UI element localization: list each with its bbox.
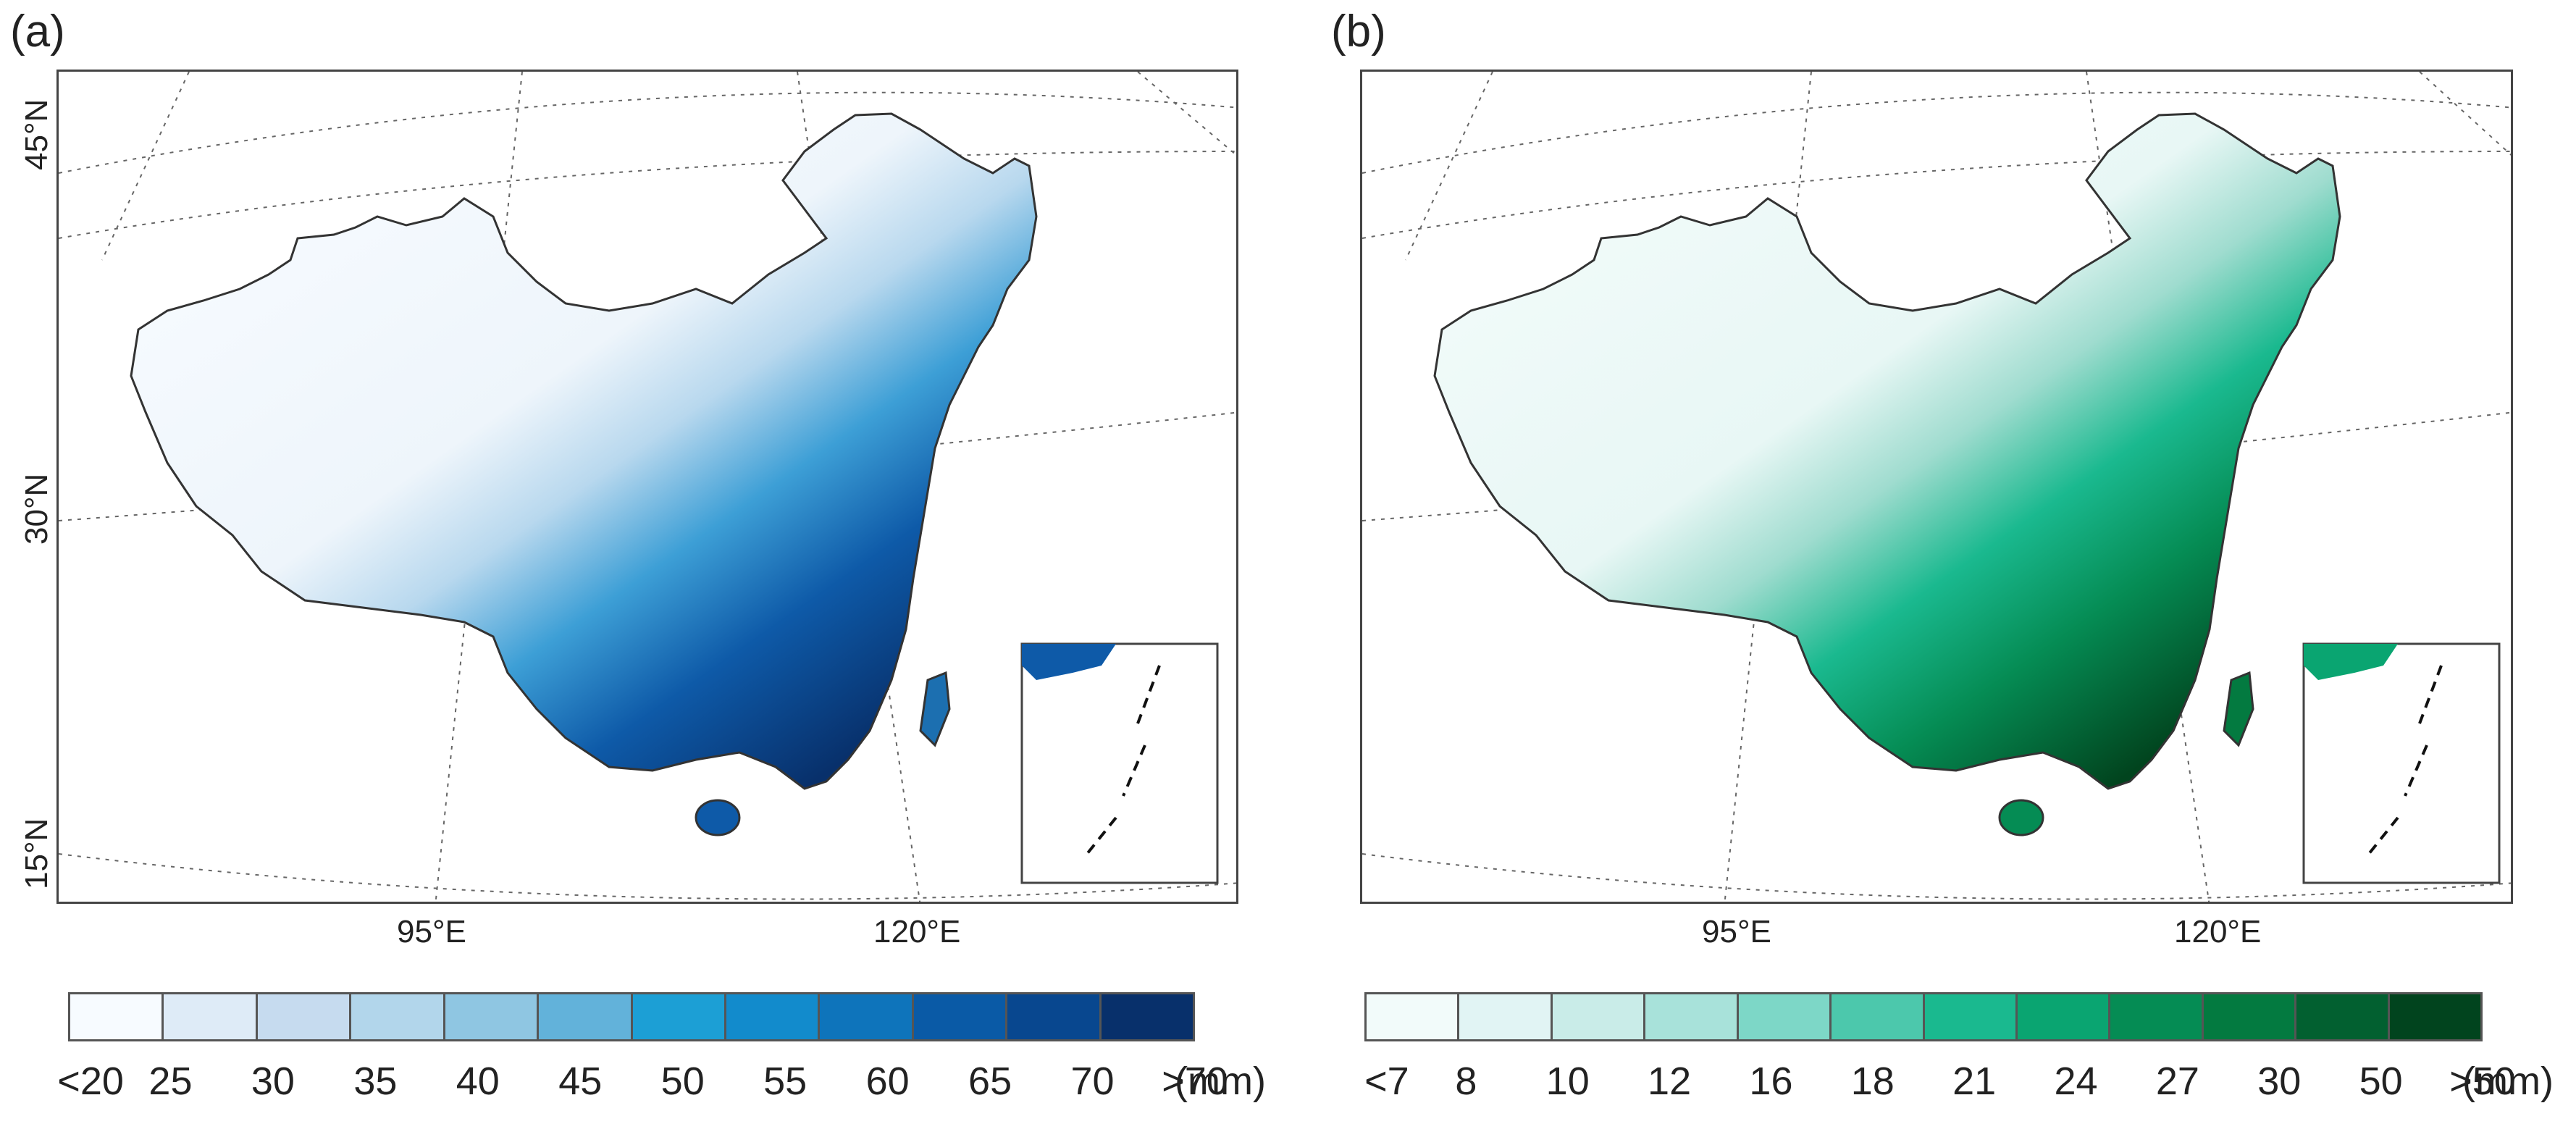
legend-label: 65 xyxy=(968,1060,1012,1103)
legend-swatch xyxy=(1552,994,1646,1039)
legend-swatch xyxy=(1645,994,1739,1039)
legend-label: 70 xyxy=(1070,1060,1115,1103)
legend-swatch xyxy=(1007,994,1102,1039)
legend-swatch xyxy=(1101,994,1193,1039)
lat-label-45: 45°N xyxy=(19,98,54,170)
graticule xyxy=(1362,72,2511,902)
inset-map xyxy=(1020,642,1219,884)
hainan-island xyxy=(695,799,741,836)
legend-swatch xyxy=(164,994,258,1039)
legend-swatch xyxy=(351,994,445,1039)
legend-swatch xyxy=(2203,994,2297,1039)
china-landmass xyxy=(130,112,1038,790)
legend-swatch xyxy=(539,994,633,1039)
color-legend xyxy=(1364,992,2483,1041)
legend-label: 25 xyxy=(148,1060,193,1103)
legend-swatch xyxy=(445,994,540,1039)
map-canvas xyxy=(1362,72,2511,902)
legend-swatch xyxy=(257,994,352,1039)
legend-swatch xyxy=(70,994,164,1039)
legend-label: 50 xyxy=(660,1060,705,1103)
legend-label: 10 xyxy=(1545,1060,1590,1103)
legend-label: 16 xyxy=(1749,1060,1793,1103)
legend-labels: <20 25 30 35 40 45 50 55 60 65 70 >70 xyxy=(57,1059,1228,1110)
color-legend xyxy=(68,992,1195,1041)
lat-label-15: 15°N xyxy=(19,818,54,889)
legend-swatch xyxy=(820,994,914,1039)
legend-label: 60 xyxy=(865,1060,910,1103)
legend-label: >70 xyxy=(1162,1060,1228,1103)
legend-swatch xyxy=(2017,994,2111,1039)
taiwan-island xyxy=(919,671,951,747)
legend-unit: (mm) xyxy=(1175,1060,1266,1103)
legend-swatch xyxy=(913,994,1008,1039)
lon-label-95: 95°E xyxy=(1702,914,1771,949)
legend-swatch xyxy=(2389,994,2481,1039)
legend-swatch xyxy=(726,994,821,1039)
graticule xyxy=(59,72,1236,902)
legend-label: 45 xyxy=(558,1060,603,1103)
legend-label: 12 xyxy=(1648,1060,1692,1103)
legend-label: 24 xyxy=(2054,1060,2098,1103)
hainan-island xyxy=(1998,799,2044,836)
legend-label: 30 xyxy=(2257,1060,2302,1103)
map-canvas xyxy=(59,72,1236,902)
legend-swatch xyxy=(632,994,726,1039)
lon-label-95: 95°E xyxy=(397,914,466,949)
legend-label: 35 xyxy=(353,1060,398,1103)
legend-label: <7 xyxy=(1364,1060,1409,1103)
legend-swatch xyxy=(1832,994,1925,1039)
china-landmass xyxy=(1433,112,2341,790)
legend-label: 50 xyxy=(2359,1060,2403,1103)
lon-label-120: 120°E xyxy=(2174,914,2262,949)
lat-label-30: 30°N xyxy=(19,473,54,545)
legend-label: 8 xyxy=(1455,1060,1477,1103)
legend-label: 40 xyxy=(456,1060,500,1103)
legend-label: 55 xyxy=(763,1060,807,1103)
taiwan-island xyxy=(2223,671,2254,747)
legend-label: 27 xyxy=(2155,1060,2199,1103)
map-frame[interactable] xyxy=(1360,70,2513,904)
legend-label: 30 xyxy=(251,1060,295,1103)
map-frame[interactable] xyxy=(56,70,1238,904)
lon-label-120: 120°E xyxy=(873,914,961,949)
legend-swatch xyxy=(1924,994,2018,1039)
legend-label: >50 xyxy=(2449,1060,2516,1103)
legend-label: <20 xyxy=(57,1060,124,1103)
inset-map xyxy=(2302,642,2501,884)
legend-swatch xyxy=(2110,994,2204,1039)
panel-label: (a) xyxy=(10,7,65,56)
legend-swatch xyxy=(2296,994,2390,1039)
legend-unit: (mm) xyxy=(2462,1060,2554,1103)
legend-label: 21 xyxy=(1952,1060,1997,1103)
legend-swatch xyxy=(1738,994,1832,1039)
panel-label: (b) xyxy=(1331,7,1386,56)
legend-swatch xyxy=(1367,994,1460,1039)
legend-labels: <7 8 10 12 16 18 21 24 27 30 50 >50 xyxy=(1364,1059,2516,1110)
legend-swatch xyxy=(1459,994,1553,1039)
legend-label: 18 xyxy=(1850,1060,1895,1103)
